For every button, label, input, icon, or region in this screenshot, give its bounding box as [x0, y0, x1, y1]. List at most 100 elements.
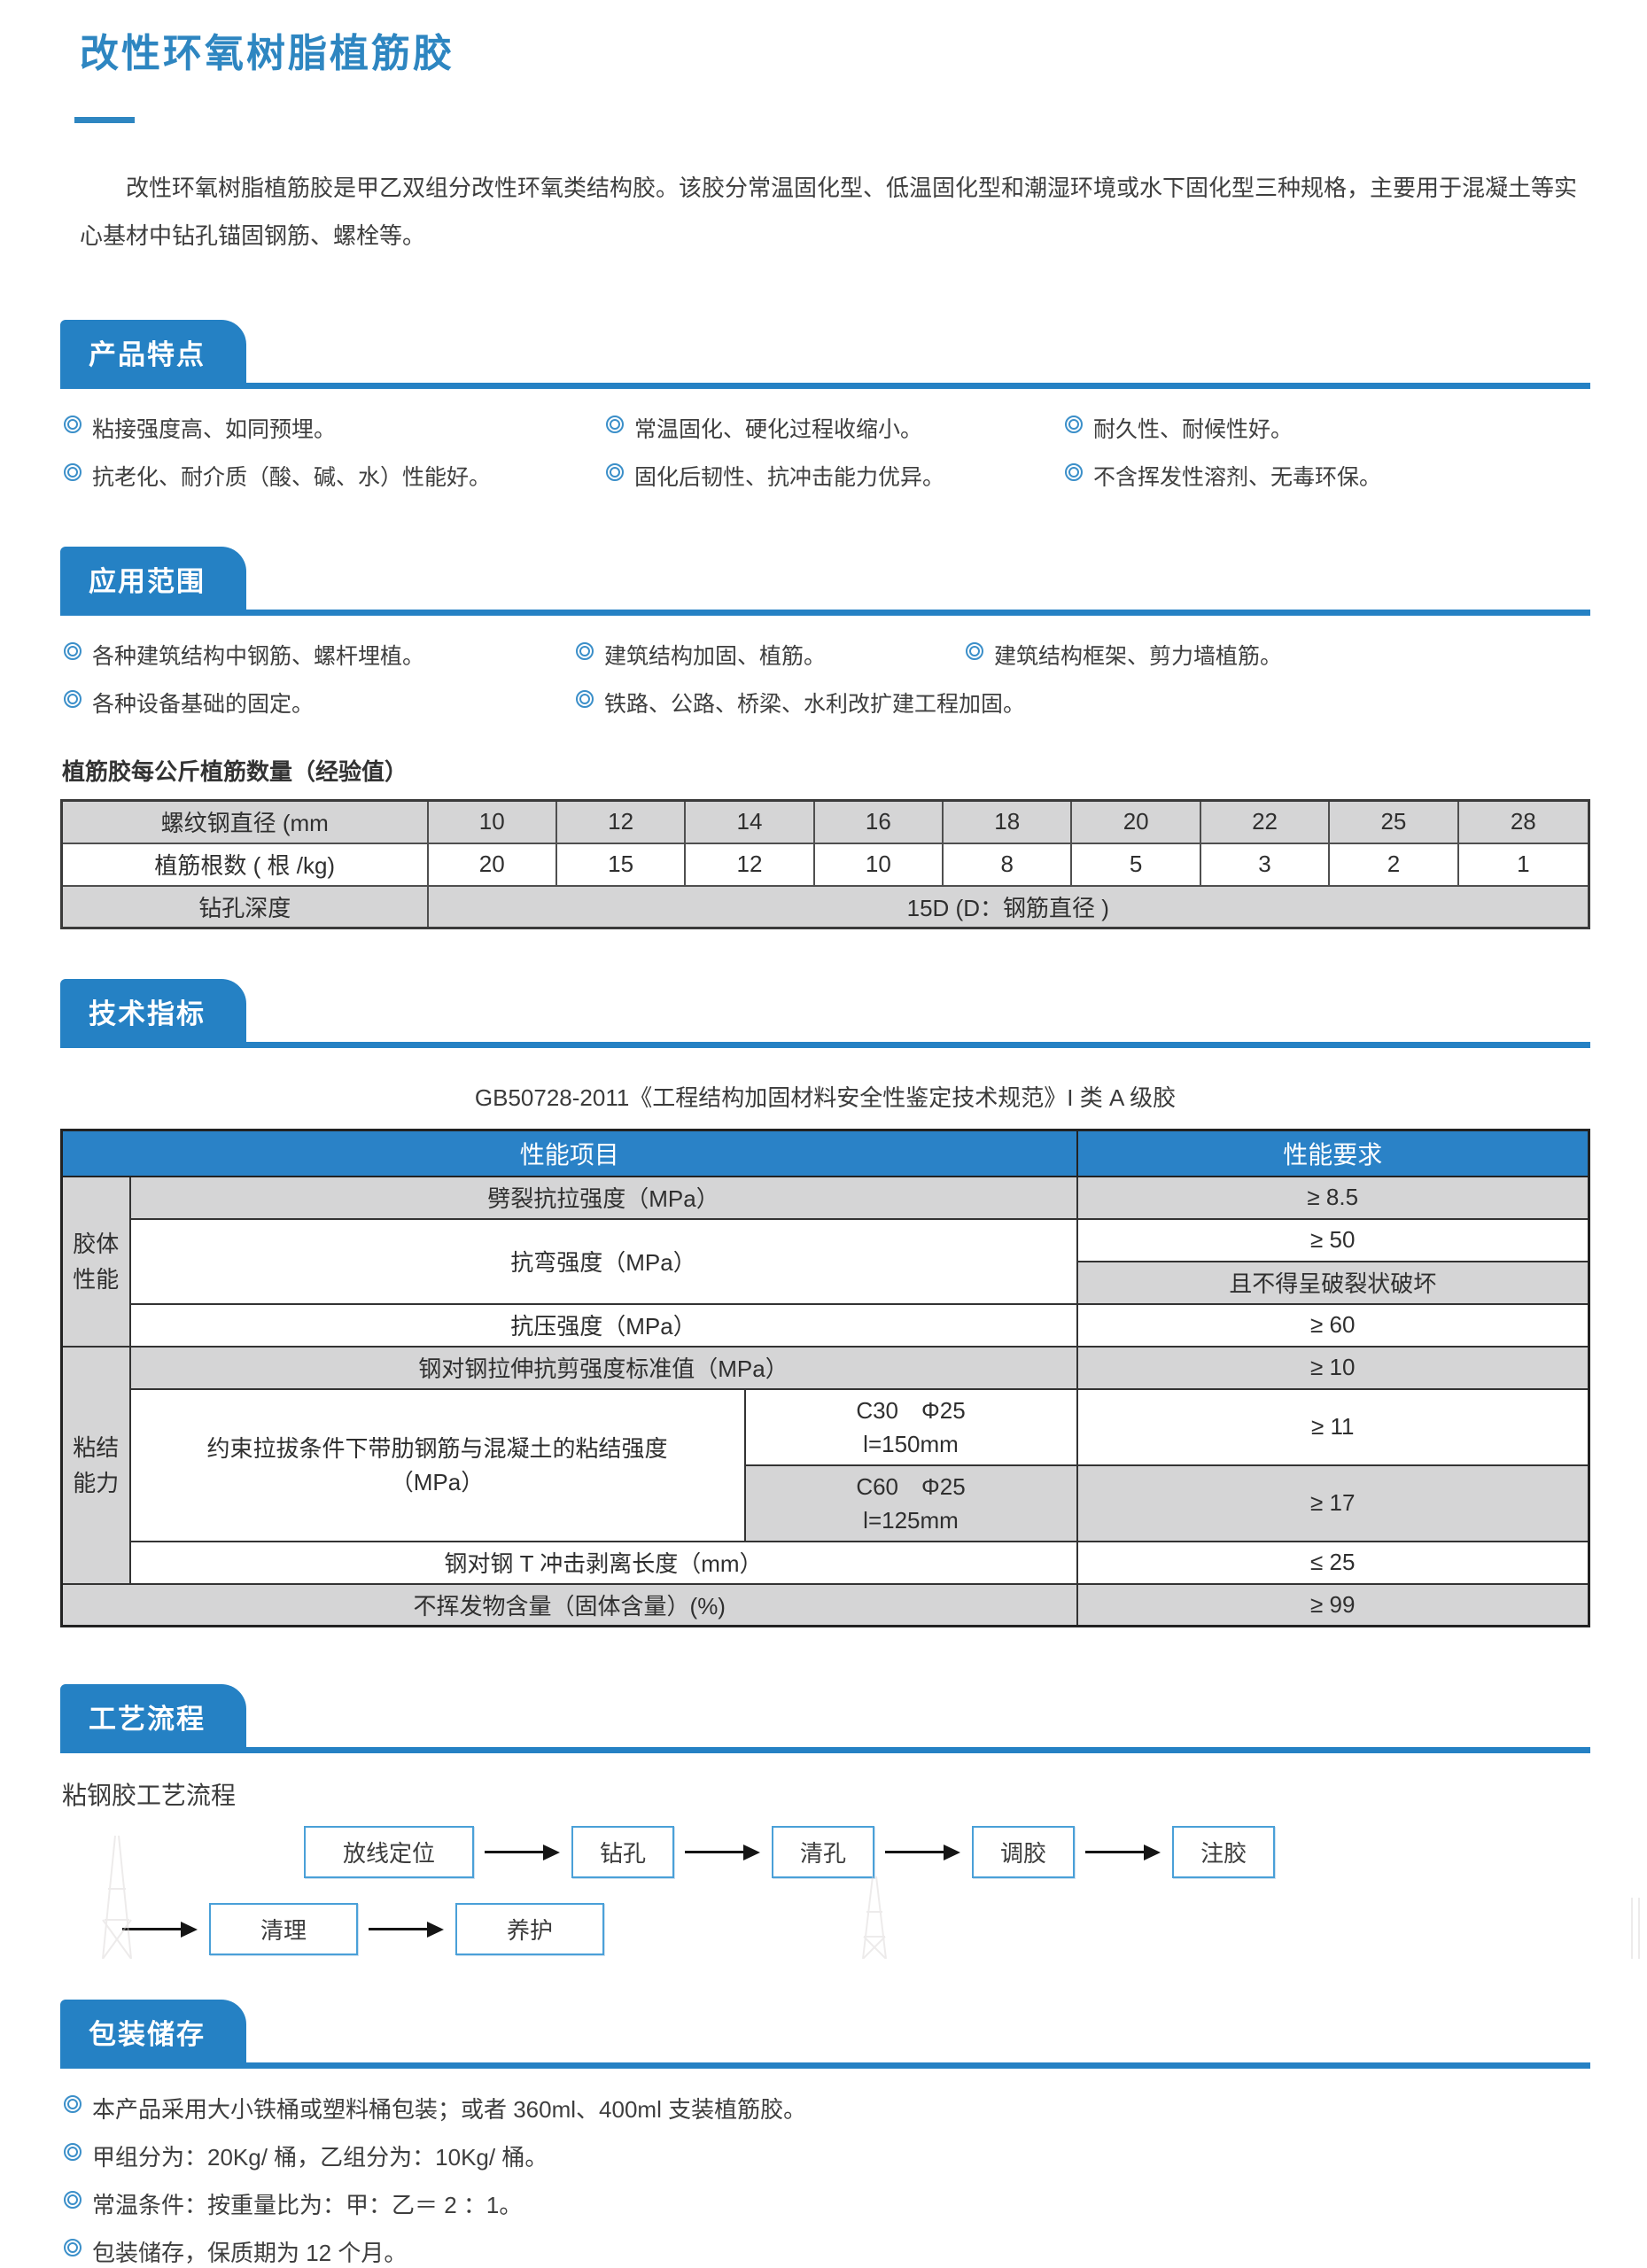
spec-req: ≥ 17: [1076, 1464, 1590, 1542]
spec-condition: C60 Φ25 l=125mm: [743, 1464, 1078, 1542]
application-text: 建筑结构加固、植筋。: [604, 644, 827, 669]
features-section-tab: 产品特点: [60, 320, 246, 383]
bond-label-line2: （MPa）: [390, 1468, 485, 1495]
spec-req: ≥ 50: [1076, 1217, 1590, 1262]
bullseye-icon: [576, 642, 594, 660]
count-value: 1: [1457, 842, 1590, 887]
spec-table: 性能项目 性能要求 胶体性能 劈裂抗拉强度（MPa） ≥ 8.5 抗弯强度（MP…: [60, 1129, 1590, 1627]
diameter-value: 22: [1199, 799, 1331, 844]
arrow-right-icon: [122, 1928, 181, 1930]
spec-row: 抗弯强度（MPa） ≥ 50: [62, 1217, 1590, 1305]
feature-item: 抗老化、耐介质（酸、碱、水）性能好。: [64, 460, 606, 492]
specs-section-tab: 技术指标: [60, 979, 246, 1042]
process-section-tab: 工艺流程: [60, 1684, 246, 1747]
spec-req: ≥ 60: [1076, 1302, 1590, 1348]
spec-item: 抗弯强度（MPa）: [128, 1217, 1078, 1305]
process-section-header: 工艺流程: [60, 1684, 1590, 1753]
count-value: 5: [1070, 842, 1201, 887]
packaging-item: 包装储存，保质期为 12 个月。: [64, 2235, 1590, 2268]
intro-paragraph: 改性环氧树脂植筋胶是甲乙双组分改性环氧类结构胶。该胶分常温固化型、低温固化型和潮…: [80, 175, 1578, 249]
spec-row: 胶体性能 劈裂抗拉强度（MPa） ≥ 8.5: [60, 1175, 1590, 1348]
packaging-section: 包装储存 本产品采用大小铁桶或塑料桶包装；或者 360ml、400ml 支装植筋…: [60, 2000, 1590, 2268]
feature-text: 不含挥发性溶剂、无毒环保。: [1093, 465, 1382, 490]
section-rule: [60, 383, 1590, 389]
process-flowchart: 放线定位 钻孔 清孔 调胶 注胶 清理 养护: [122, 1826, 1590, 1955]
condition-line2: l=150mm: [863, 1430, 959, 1457]
arrow-right-icon: [1085, 1851, 1145, 1853]
spec-req: ≤ 25: [1076, 1540, 1590, 1585]
bullseye-icon: [1065, 463, 1083, 481]
diameter-value: 14: [684, 799, 815, 844]
packaging-item: 常温条件：按重量比为：甲：乙＝ 2 ：1。: [64, 2187, 1590, 2220]
features-section: 产品特点 粘接强度高、如同预埋。 常温固化、硬化过程收缩小。 耐久性、耐候性好。…: [60, 320, 1590, 492]
application-item: 铁路、公路、桥梁、水利改扩建工程加固。: [576, 687, 1025, 718]
feature-item: 粘接强度高、如同预埋。: [64, 412, 606, 444]
spec-row: 钢对钢 T 冲击剥离长度（mm） ≤ 25: [62, 1540, 1590, 1585]
diameter-value: 18: [942, 799, 1073, 844]
diameter-value: 28: [1457, 799, 1590, 844]
process-section: 工艺流程 粘钢胶工艺流程 放线定位 钻孔 清孔 调胶 注胶 清理 养护: [60, 1684, 1590, 1955]
spec-row: 粘结能力 钢对钢拉伸抗剪强度标准值（MPa） ≥ 10: [60, 1345, 1590, 1585]
diameter-value: 16: [812, 799, 944, 844]
bullseye-icon: [64, 2191, 82, 2209]
spec-row: 抗压强度（MPa） ≥ 60: [62, 1302, 1590, 1348]
spec-item: 钢对钢拉伸抗剪强度标准值（MPa）: [128, 1345, 1078, 1390]
feature-item: 常温固化、硬化过程收缩小。: [606, 412, 1065, 444]
condition-line2: l=125mm: [863, 1506, 959, 1534]
application-item: 建筑结构加固、植筋。: [576, 639, 966, 671]
feature-text: 耐久性、耐候性好。: [1093, 417, 1294, 442]
packaging-text: 本产品采用大小铁桶或塑料桶包装；或者 360ml、400ml 支装植筋胶。: [92, 2096, 807, 2123]
spec-req: 且不得呈破裂状破坏: [1076, 1260, 1590, 1305]
flow-step-box: 调胶: [972, 1826, 1076, 1878]
count-value: 2: [1328, 842, 1459, 887]
bullseye-icon: [64, 642, 82, 660]
spec-table-caption: GB50728-2011《工程结构加固材料安全性鉴定技术规范》I 类 A 级胶: [474, 1084, 1177, 1111]
bullseye-icon: [966, 642, 983, 660]
bullseye-icon: [64, 463, 82, 481]
features-list: 粘接强度高、如同预埋。 常温固化、硬化过程收缩小。 耐久性、耐候性好。 抗老化、…: [64, 412, 1590, 492]
diameter-value: 25: [1328, 799, 1459, 844]
spec-group-label: 胶体性能: [60, 1175, 131, 1348]
spec-item: 劈裂抗拉强度（MPa）: [128, 1175, 1078, 1220]
rebar-table-caption: 植筋胶每公斤植筋数量（经验值）: [62, 758, 408, 785]
application-text: 各种设备基础的固定。: [92, 692, 315, 717]
application-item: 各种设备基础的固定。: [64, 687, 576, 718]
spec-condition: C30 Φ25 l=150mm: [743, 1387, 1078, 1466]
spec-item: 抗压强度（MPa）: [128, 1302, 1078, 1348]
count-value: 15: [555, 842, 687, 887]
flow-row-2: 清理 养护: [122, 1903, 1590, 1955]
application-text: 各种建筑结构中钢筋、螺杆埋植。: [92, 644, 425, 669]
row-label: 植筋根数 ( 根 /kg): [60, 842, 429, 887]
packaging-item: 甲组分为：20Kg/ 桶，乙组分为：10Kg/ 桶。: [64, 2140, 1590, 2172]
count-value: 3: [1199, 842, 1331, 887]
count-value: 20: [426, 842, 557, 887]
page-title: 改性环氧树脂植筋胶: [80, 32, 454, 75]
spec-group-label: 粘结能力: [60, 1345, 131, 1585]
bullseye-icon: [64, 2095, 82, 2113]
packaging-list: 本产品采用大小铁桶或塑料桶包装；或者 360ml、400ml 支装植筋胶。 甲组…: [64, 2092, 1590, 2268]
spec-req: ≥ 8.5: [1076, 1175, 1590, 1220]
flow-step-box: 注胶: [1172, 1826, 1276, 1878]
watermark-tower: [862, 1876, 887, 1959]
spec-row: 不挥发物含量（固体含量）(%) ≥ 99: [60, 1582, 1590, 1627]
bullseye-icon: [64, 690, 82, 708]
table-row: 钻孔深度 15D (D：钢筋直径 ): [60, 884, 1590, 929]
feature-text: 常温固化、硬化过程收缩小。: [634, 417, 923, 442]
flow-step-box: 放线定位: [304, 1826, 475, 1878]
packaging-section-header: 包装储存: [60, 2000, 1590, 2069]
application-item: 建筑结构框架、剪力墙植筋。: [966, 639, 1590, 671]
spec-row: 约束拉拔条件下带肋钢筋与混凝土的粘结强度 （MPa） C30 Φ25 l=150…: [62, 1387, 1590, 1542]
feature-item: 固化后韧性、抗冲击能力优异。: [606, 460, 1065, 492]
condition-line1: C60 Φ25: [856, 1472, 966, 1500]
packaging-section-tab: 包装储存: [60, 2000, 246, 2062]
specs-section: 技术指标 GB50728-2011《工程结构加固材料安全性鉴定技术规范》I 类 …: [60, 979, 1590, 1627]
packaging-text: 常温条件：按重量比为：甲：乙＝ 2 ：1。: [92, 2192, 523, 2218]
specs-section-header: 技术指标: [60, 979, 1590, 1048]
arrow-right-icon: [885, 1851, 944, 1853]
spec-row: 且不得呈破裂状破坏: [62, 1260, 1590, 1305]
spec-header-req: 性能要求: [1076, 1129, 1590, 1177]
section-rule: [60, 1747, 1590, 1753]
section-rule: [60, 1042, 1590, 1048]
feature-text: 粘接强度高、如同预埋。: [92, 417, 337, 442]
table-row: 螺纹钢直径 (mm 10 12 14 16 18 20 22 25 28: [60, 799, 1590, 844]
